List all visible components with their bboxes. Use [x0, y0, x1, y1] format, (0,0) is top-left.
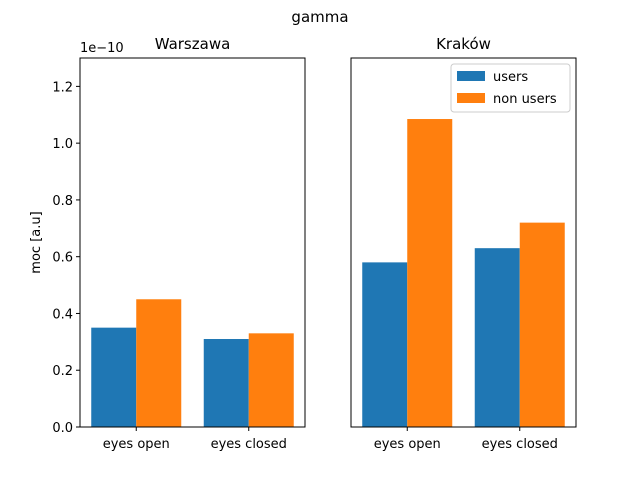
- y-offset-text: 1e−10: [80, 41, 124, 56]
- panel-title: Kraków: [436, 35, 491, 53]
- panel-krakow: eyes open eyes closed Kraków users non users: [350, 35, 577, 452]
- y-tick-label: 0.2: [52, 364, 73, 379]
- y-tick-label: 0.0: [52, 421, 73, 436]
- plot-frame: [350, 57, 577, 428]
- plot-frame: [79, 57, 306, 428]
- legend-swatch-users: [457, 71, 485, 81]
- y-axis-label: moc [a.u]: [29, 211, 44, 273]
- bar-users-eyes-open: [362, 262, 408, 427]
- bar-non-users-eyes-closed: [248, 333, 294, 427]
- x-tick-label-eyes-closed: eyes closed: [482, 437, 558, 452]
- bar-users-eyes-closed: [203, 339, 249, 427]
- panel-title: Warszawa: [155, 35, 231, 53]
- legend-label-non-users: non users: [493, 92, 557, 107]
- legend: users non users: [450, 63, 571, 113]
- figure-suptitle: gamma: [291, 8, 348, 26]
- bar-non-users-eyes-open: [136, 299, 182, 427]
- x-tick-label-eyes-open: eyes open: [103, 437, 170, 452]
- panel-warszawa: eyes open eyes closed 0.0 0.2 0.4 0.6 0.8 1.0 1.…: [29, 35, 306, 452]
- y-tick-label: 0.6: [52, 251, 73, 266]
- x-tick-label-eyes-open: eyes open: [374, 437, 441, 452]
- y-tick-label: 1.0: [52, 137, 73, 152]
- legend-swatch-non-users: [457, 93, 485, 103]
- bar-users-eyes-open: [91, 327, 137, 427]
- bar-non-users-eyes-closed: [519, 222, 565, 427]
- y-tick-label: 0.4: [52, 307, 73, 322]
- bar-users-eyes-closed: [474, 248, 520, 427]
- y-tick-label: 0.8: [52, 194, 73, 209]
- x-tick-label-eyes-closed: eyes closed: [211, 437, 287, 452]
- legend-label-users: users: [493, 70, 528, 85]
- y-tick-label: 1.2: [52, 80, 73, 95]
- bar-non-users-eyes-open: [407, 119, 453, 428]
